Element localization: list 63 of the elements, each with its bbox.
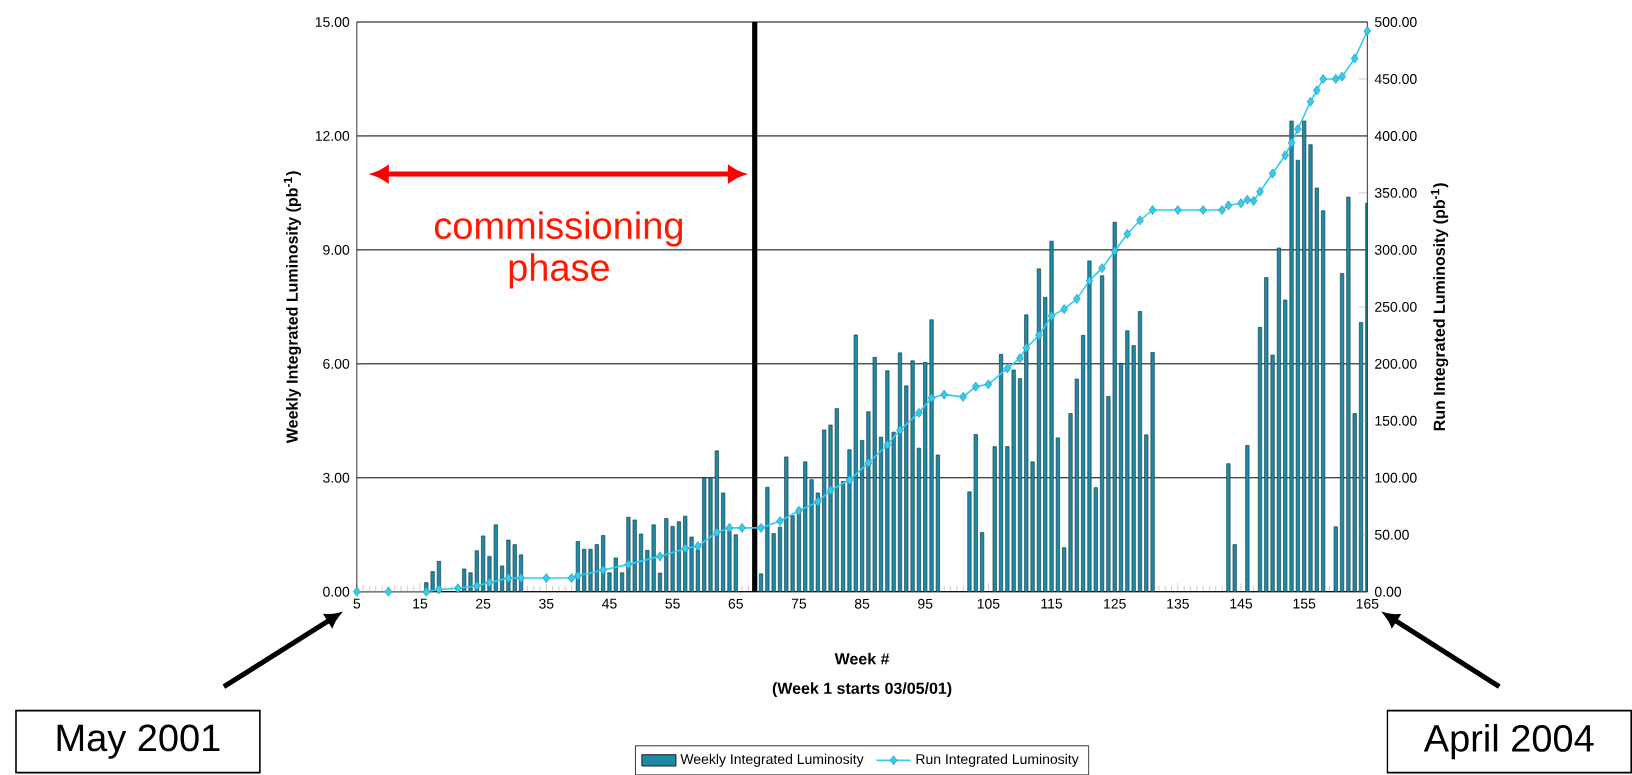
bar: [1365, 202, 1368, 592]
y2-tick-label: 100.00: [1375, 472, 1417, 483]
x-tick-label: 65: [728, 598, 743, 609]
text: April 2004: [1423, 723, 1594, 760]
y2-tick-label: 0.00: [1374, 586, 1402, 597]
y-tick-label: 12.00: [315, 130, 350, 141]
bar: [639, 533, 644, 592]
x-tick-label: 25: [476, 598, 491, 609]
x-tick-label: 155: [1293, 598, 1316, 609]
bar: [992, 446, 997, 592]
x-tick-label: 75: [791, 598, 807, 609]
x-tick-label: 95: [918, 598, 933, 609]
y-axis-title: Weekly Integrated Luminosity (pb$^{-1}$): [283, 171, 302, 443]
y-tick-label: 3.00: [323, 472, 350, 483]
x-tick-label: 85: [854, 598, 870, 609]
x-tick-label: 115: [1041, 598, 1063, 609]
legend-label: Run Integrated Luminosity: [916, 753, 1079, 767]
y2-tick-label: 250.00: [1375, 301, 1417, 312]
bar: [758, 573, 764, 592]
bar: [897, 352, 903, 592]
bar: [1017, 378, 1023, 592]
x-tick-label: 125: [1104, 598, 1126, 609]
bar: [1118, 363, 1124, 592]
bar: [1245, 445, 1250, 592]
x-tick-label: 55: [665, 598, 680, 609]
bar: [1036, 268, 1041, 592]
bar: [1333, 526, 1338, 592]
text: (Week 1 starts 03/05/01): [772, 682, 952, 697]
x-tick-label: 145: [1230, 598, 1253, 609]
bar: [1321, 210, 1326, 592]
bar: [1358, 321, 1364, 592]
x-tick-label: 15: [413, 598, 428, 609]
x-tick-label: 105: [977, 598, 1000, 609]
bar: [620, 572, 625, 592]
y-tick-label: 15.00: [315, 16, 350, 27]
bar: [1257, 326, 1262, 592]
x-tick-label: 165: [1356, 598, 1379, 609]
y2-tick-label: 450.00: [1374, 73, 1417, 84]
bar: [657, 572, 663, 592]
annotation: commissioning phase: [434, 211, 683, 289]
y2-tick-label: 400.00: [1374, 130, 1417, 141]
x-tick-label: 5: [353, 598, 361, 609]
y2-tick-label: 350.00: [1374, 187, 1417, 198]
bar: [980, 532, 985, 592]
bar: [1276, 247, 1281, 592]
x-axis-title: Week #: [834, 652, 890, 665]
y2-tick-label: 300.00: [1374, 244, 1417, 255]
y2-tick-label: 150.00: [1375, 415, 1417, 426]
y-tick-label: 9.00: [323, 244, 350, 255]
y2-tick-label: 50.00: [1374, 529, 1409, 540]
x-tick-label: 35: [539, 598, 554, 609]
bar: [916, 447, 921, 592]
y-tick-label: 0.00: [323, 586, 350, 597]
legend-label: Weekly Integrated Luminosity: [680, 753, 864, 767]
x-tick-label: 135: [1167, 598, 1189, 609]
text: May 2001: [57, 724, 220, 759]
y2-tick-label: 500.00: [1374, 16, 1417, 27]
bar: [1340, 272, 1345, 592]
bar: [1137, 310, 1143, 592]
y2-tick-label: 200.00: [1375, 358, 1417, 369]
x-tick-label: 45: [601, 598, 617, 609]
y-tick-label: 6.00: [323, 358, 350, 369]
y2-axis-title: Run Integrated Luminosity (pb$^{-1}$): [1430, 183, 1449, 431]
